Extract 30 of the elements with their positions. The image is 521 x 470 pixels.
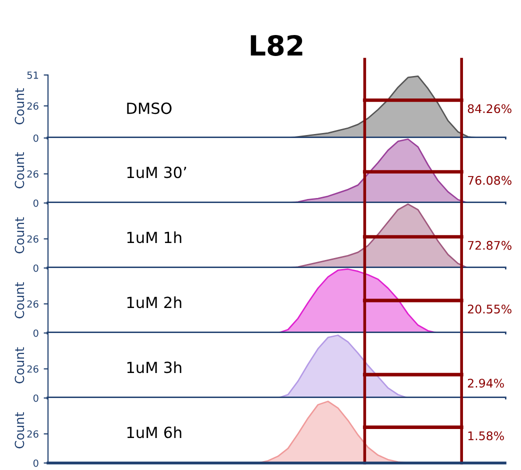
y-axis-title: Count [14, 152, 24, 188]
y-tick-label: 0 [33, 134, 38, 142]
y-tick-label: 26 [27, 102, 38, 110]
annotation: 1uM 2h [127, 296, 182, 308]
annotation: 84.26% [468, 104, 512, 114]
y-tick-label: 51 [27, 72, 38, 79]
y-axis-title: Count [14, 347, 24, 384]
y-tick-label: 26 [27, 365, 38, 373]
y-tick-label: 0 [33, 394, 38, 402]
y-tick-label: 0 [33, 459, 38, 467]
y-tick-label: 0 [33, 264, 38, 272]
y-tick-label: 26 [27, 235, 38, 243]
annotation: 2.94% [468, 378, 504, 388]
y-tick-label: 26 [27, 430, 38, 438]
annotation: 1uM 3h [127, 361, 182, 374]
y-axis-title: Count [14, 282, 24, 318]
annotation: DMSO [127, 102, 172, 114]
y-tick-label: 26 [27, 170, 38, 178]
annotation: 72.87% [468, 240, 512, 250]
y-axis-title: Count [14, 217, 24, 254]
y-tick-label: 0 [33, 199, 38, 207]
y-axis-title: Count [14, 88, 24, 124]
y-axis-title: Count [14, 412, 24, 448]
annotation: 1uM 30’ [127, 166, 186, 178]
annotation: 76.08% [468, 176, 512, 185]
chart-title: L82 [250, 34, 302, 56]
annotation: 1uM 1h [127, 231, 182, 244]
annotation: 20.55% [468, 304, 512, 314]
y-tick-label: 26 [27, 300, 38, 308]
y-tick-label: 0 [33, 329, 38, 337]
